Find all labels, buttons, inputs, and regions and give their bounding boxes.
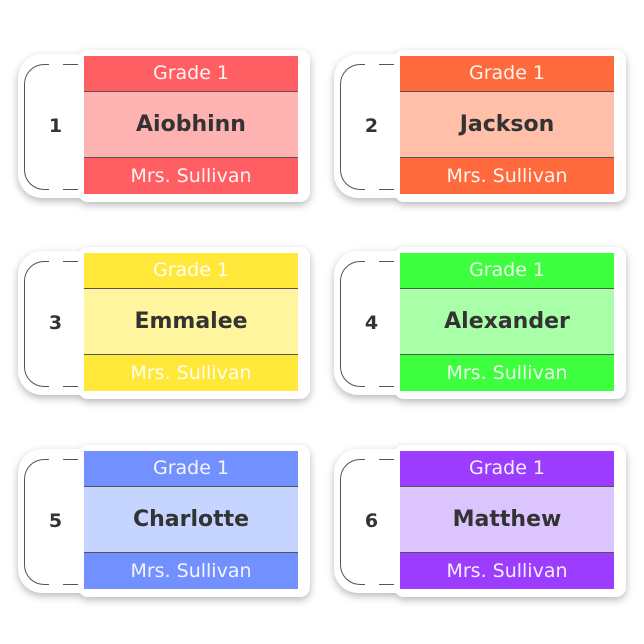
name-label-sticker: 4 Grade 1 Alexander Mrs. Sullivan [334,247,626,399]
name-label-sticker: 2 Grade 1 Jackson Mrs. Sullivan [334,50,626,202]
label-number: 5 [48,510,63,532]
student-name: Matthew [400,487,614,552]
tab-outline [24,457,105,587]
name-label-sticker: 3 Grade 1 Emmalee Mrs. Sullivan [18,247,310,399]
grade-band: Grade 1 [400,253,614,289]
grade-band: Grade 1 [400,451,614,487]
student-name: Emmalee [84,289,298,354]
student-name: Charlotte [84,487,298,552]
student-name: Jackson [400,92,614,157]
label-number: 4 [364,312,379,334]
student-name: Alexander [400,289,614,354]
teacher-band: Mrs. Sullivan [84,157,298,194]
student-name: Aiobhinn [84,92,298,157]
tab-outline [24,259,105,389]
tab-outline [340,62,421,192]
tab-outline [340,457,421,587]
name-label-sticker: 5 Grade 1 Charlotte Mrs. Sullivan [18,445,310,597]
name-label-sticker: 1 Grade 1 Aiobhinn Mrs. Sullivan [18,50,310,202]
grade-band: Grade 1 [84,253,298,289]
teacher-band: Mrs. Sullivan [400,552,614,589]
name-label-sticker: 6 Grade 1 Matthew Mrs. Sullivan [334,445,626,597]
grade-band: Grade 1 [84,451,298,487]
tab-outline [24,62,105,192]
label-box: Grade 1 Emmalee Mrs. Sullivan [84,253,298,391]
label-number: 6 [364,510,379,532]
label-number: 2 [364,115,379,137]
grade-band: Grade 1 [84,56,298,92]
label-box: Grade 1 Charlotte Mrs. Sullivan [84,451,298,589]
label-number: 3 [48,312,63,334]
label-number: 1 [48,115,63,137]
label-box: Grade 1 Jackson Mrs. Sullivan [400,56,614,194]
grade-band: Grade 1 [400,56,614,92]
label-box: Grade 1 Alexander Mrs. Sullivan [400,253,614,391]
teacher-band: Mrs. Sullivan [84,354,298,391]
teacher-band: Mrs. Sullivan [400,157,614,194]
label-box: Grade 1 Aiobhinn Mrs. Sullivan [84,56,298,194]
tab-outline [340,259,421,389]
label-box: Grade 1 Matthew Mrs. Sullivan [400,451,614,589]
teacher-band: Mrs. Sullivan [84,552,298,589]
teacher-band: Mrs. Sullivan [400,354,614,391]
